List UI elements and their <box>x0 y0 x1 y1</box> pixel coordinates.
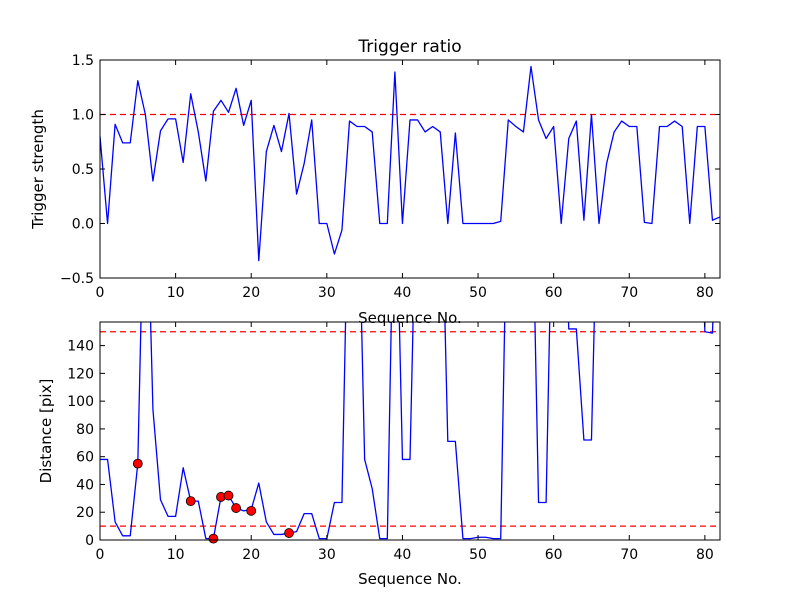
top-y-tick-label: 0.5 <box>72 162 94 178</box>
top-x-tick-label: 50 <box>469 285 487 301</box>
top-y-tick-label: 0.0 <box>72 217 94 233</box>
top-plot-frame <box>99 59 721 279</box>
top-y-tick-label: −0.5 <box>60 271 94 287</box>
bottom-x-ticks: 0 10 20 30 40 50 60 70 80 <box>96 322 714 563</box>
bottom-marker <box>284 528 294 538</box>
bottom-x-tick-label: 80 <box>696 547 714 563</box>
top-x-tick-label: 40 <box>394 285 412 301</box>
bottom-y-tick-label: 120 <box>67 366 94 382</box>
bottom-marker <box>223 490 234 501</box>
bottom-x-tick-label: 10 <box>167 547 185 563</box>
bottom-y-tick-label: 140 <box>67 339 94 355</box>
bottom-x-tick-label: 50 <box>469 547 487 563</box>
top-y-axis-label: Trigger strength <box>29 109 47 230</box>
bottom-marker <box>208 533 219 544</box>
bottom-y-tick-label: 0 <box>85 533 94 549</box>
bottom-x-tick-label: 0 <box>96 547 105 563</box>
top-y-ticks: −0.5 0.0 0.5 1.0 1.5 <box>60 53 720 287</box>
top-x-axis-label: Sequence No. <box>358 309 462 327</box>
top-x-tick-label: 20 <box>242 285 260 301</box>
bottom-markers-group <box>132 458 294 544</box>
bottom-marker <box>231 503 241 513</box>
bottom-marker <box>185 496 196 507</box>
top-series-group <box>100 65 720 262</box>
bottom-series-line-0 <box>100 322 714 540</box>
bottom-x-axis-label: Sequence No. <box>358 570 462 588</box>
bottom-plot-frame <box>99 321 721 541</box>
bottom-x-tick-label: 30 <box>318 547 336 563</box>
bottom-series-group <box>100 322 714 540</box>
bottom-x-tick-label: 20 <box>242 547 260 563</box>
bottom-y-tick-label: 60 <box>76 450 94 466</box>
top-y-tick-label: 1.5 <box>72 53 94 69</box>
top-x-tick-label: 0 <box>96 285 105 301</box>
top-y-tick-label: 1.0 <box>72 108 94 124</box>
top-x-tick-label: 60 <box>545 285 563 301</box>
bottom-y-tick-label: 20 <box>76 505 94 521</box>
bottom-y-tick-label: 80 <box>76 422 94 438</box>
top-x-tick-label: 30 <box>318 285 336 301</box>
bottom-marker <box>246 505 257 516</box>
top-x-tick-label: 80 <box>696 285 714 301</box>
bottom-marker <box>132 458 143 469</box>
bottom-y-tick-label: 100 <box>67 394 94 410</box>
bottom-x-tick-label: 60 <box>545 547 563 563</box>
top-plot: Trigger ratio 0 10 20 30 40 50 60 70 80 −0.50.00… <box>29 37 721 327</box>
top-series-line-0 <box>100 65 720 262</box>
top-x-ticks: 0 10 20 30 40 50 60 70 80 <box>96 60 714 301</box>
top-plot-title: Trigger ratio <box>357 37 461 57</box>
top-x-tick-label: 70 <box>620 285 638 301</box>
bottom-x-tick-label: 40 <box>394 547 412 563</box>
bottom-plot: 0 10 20 30 40 50 60 70 80 0 20 40 60 80 100 120 140 Seq… <box>37 321 721 588</box>
bottom-y-tick-label: 40 <box>76 477 94 493</box>
bottom-x-tick-label: 70 <box>620 547 638 563</box>
top-x-tick-label: 10 <box>167 285 185 301</box>
bottom-y-axis-label: Distance [pix] <box>37 379 55 484</box>
bottom-y-ticks: 0 20 40 60 80 100 120 140 <box>67 339 720 549</box>
